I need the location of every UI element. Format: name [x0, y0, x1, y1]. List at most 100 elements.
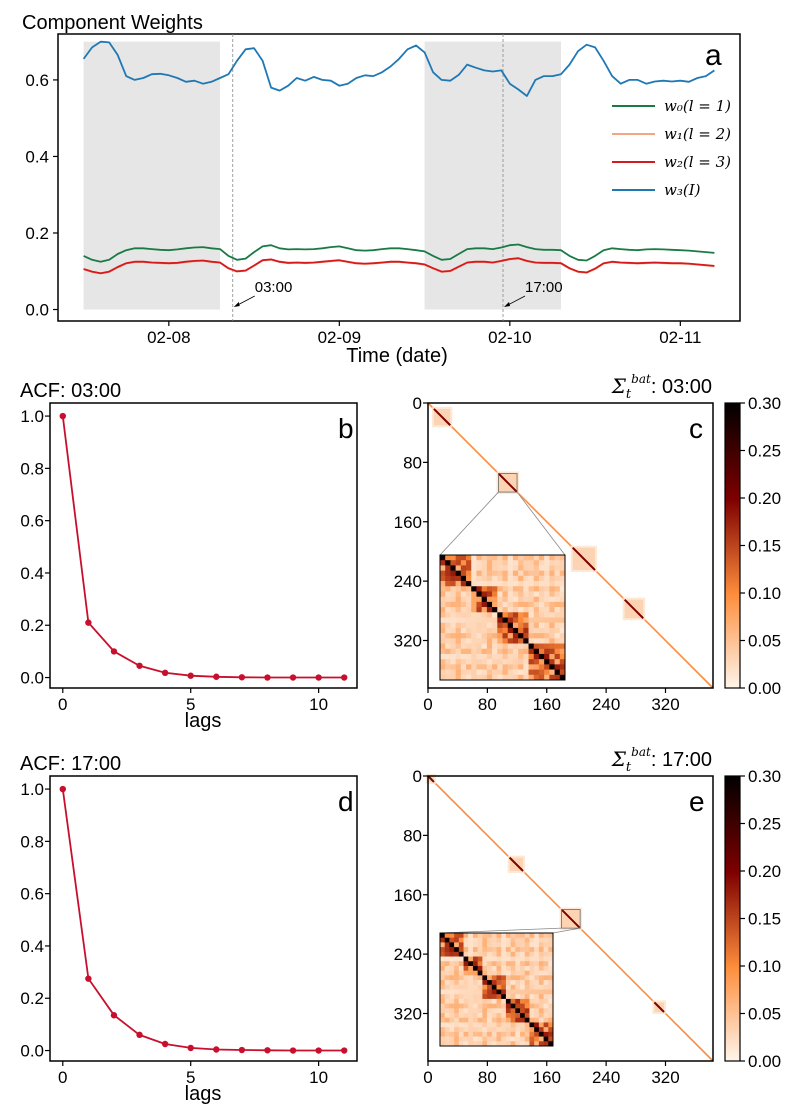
zoom-inset-cell [450, 555, 456, 561]
zoom-inset-cell [481, 565, 488, 571]
zoom-inset-cell [471, 643, 477, 650]
zoom-inset-cell [534, 1003, 540, 1009]
zoom-inset-cell [444, 961, 450, 967]
zoom-inset-cell [496, 951, 502, 957]
acf-point [264, 1047, 271, 1054]
zoom-inset-cell [523, 664, 529, 670]
zoom-inset-cell [450, 669, 456, 676]
zoom-inset-cell [544, 627, 550, 634]
zoom-inset-cell [515, 1027, 521, 1033]
zoom-inset-cell [523, 601, 529, 608]
zoom-inset-cell [497, 674, 503, 681]
zoom-inset-cell [472, 1041, 478, 1047]
zoom-inset-cell [523, 612, 529, 618]
zoom-inset-cell [440, 669, 446, 676]
zoom-inset-cell [458, 961, 464, 967]
zoom-inset-cell [518, 607, 524, 613]
zoom-inset-cell [487, 1008, 493, 1014]
zoom-inset-cell [466, 575, 472, 582]
panel-e-title-symbol: Σ [611, 747, 627, 771]
zoom-inset-cell [445, 607, 451, 613]
zoom-inset-cell [492, 565, 498, 571]
zoom-inset-cell [505, 1017, 511, 1023]
zoom-inset-cell [460, 622, 467, 629]
zoom-inset-cell [445, 669, 451, 676]
panel-c-letter: c [689, 413, 703, 444]
zoom-inset-cell [554, 581, 561, 587]
zoom-inset-cell [440, 1008, 446, 1014]
colorbar-tick-label: 0.25 [748, 442, 781, 461]
zoom-inset-cell [507, 612, 514, 618]
zoom-inset-cell [455, 674, 462, 681]
zoom-inset-cell [505, 1022, 511, 1028]
zoom-inset-cell [482, 933, 488, 939]
zoom-inset-cell [518, 565, 524, 571]
zoom-inset-cell [523, 638, 529, 644]
zoom-inset-cell [505, 975, 511, 981]
zoom-inset-cell [543, 956, 549, 962]
zoom-inset-cell [518, 591, 524, 597]
zoom-inset-cell [501, 942, 507, 948]
zoom-inset-cell [487, 1022, 493, 1028]
zoom-inset-cell [502, 617, 509, 624]
zoom-inset-cell [507, 591, 514, 597]
zoom-inset-cell [520, 947, 526, 953]
zoom-inset-cell [548, 1031, 554, 1037]
zoom-inset-cell [444, 994, 450, 1000]
zoom-inset-cell [472, 1027, 478, 1033]
legend-label-w2: w₂(l = 3) [664, 153, 731, 171]
colorbar-e-bar [724, 775, 741, 1062]
panel-c-frame [427, 402, 714, 689]
zoom-inset-cell [496, 1041, 502, 1047]
zoom-inset-cell [510, 1003, 516, 1009]
zoom-inset-cell [543, 1022, 549, 1028]
zoom-inset-cell [548, 970, 554, 976]
zoom-inset-cell [524, 1041, 530, 1047]
zoom-inset-cell [463, 984, 469, 990]
zoom-inset-cell [481, 591, 488, 597]
zoom-inset-cell [528, 643, 535, 650]
zoom-inset-cell [496, 994, 502, 1000]
zoom-inset-cell [468, 980, 474, 986]
heatmap-ytick-label: 0 [413, 394, 422, 413]
legend-label-w1: w₁(l = 2) [664, 125, 731, 143]
zoom-inset-cell [512, 617, 519, 624]
zoom-inset-cell [482, 1003, 488, 1009]
heatmap-xtick-label: 320 [651, 695, 679, 714]
zoom-inset-cell [554, 586, 561, 592]
zoom-inset-cell [528, 627, 535, 634]
zoom-inset-cell [534, 933, 540, 939]
zoom-inset-cell [487, 1013, 493, 1019]
zoom-inset-cell [533, 555, 540, 561]
zoom-inset-cell [501, 994, 507, 1000]
zoom-inset-cell [533, 638, 540, 644]
zoom-inset-cell [472, 933, 478, 939]
zoom-inset-cell [486, 669, 493, 676]
zoom-inset-cell [455, 560, 462, 566]
zoom-inset-cell [477, 961, 483, 967]
zoom-inset-cell [450, 627, 456, 634]
zoom-inset-cell [468, 933, 474, 939]
panel-e-frame [427, 775, 714, 1062]
zoom-inset-cell [486, 575, 493, 582]
zoom-inset-cell [458, 1013, 464, 1019]
zoom-inset-cell [524, 937, 530, 943]
zoom-inset-cell [512, 560, 519, 566]
zoom-inset-cell [455, 627, 462, 634]
zoom-inset-cell [554, 596, 561, 603]
zoom-inset-cell [534, 998, 540, 1004]
zoom-connector [439, 927, 562, 934]
zoom-inset-cell [491, 956, 497, 962]
heatmap-ytick-label: 80 [403, 826, 422, 845]
zoom-inset-cell [512, 607, 519, 613]
zoom-inset-cell [501, 951, 507, 957]
zoom-inset-cell [528, 669, 535, 676]
zoom-inset-cell [559, 669, 566, 676]
zoom-inset-cell [472, 937, 478, 943]
zoom-inset-cell [533, 659, 540, 665]
zoom-inset-cell [554, 664, 561, 670]
zoom-inset-cell [444, 970, 450, 976]
zoom-inset-cell [455, 664, 462, 670]
zoom-inset-cell [466, 674, 472, 681]
zoom-inset-cell [533, 607, 540, 613]
